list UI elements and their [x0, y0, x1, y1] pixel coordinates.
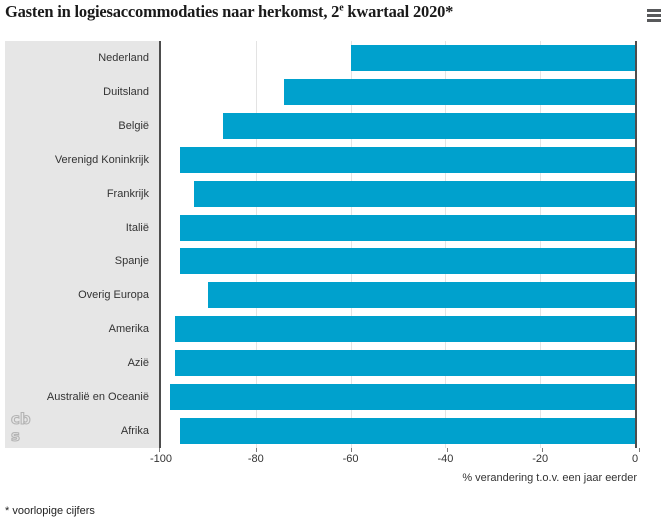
x-tick-label: -20 [532, 453, 549, 465]
tick-mark [255, 448, 257, 452]
bar-row [161, 312, 635, 346]
category-label: België [118, 119, 149, 132]
x-axis-title: % verandering t.o.v. een jaar eerder [462, 472, 637, 484]
x-tick-label: -60 [342, 453, 359, 465]
svg-text:cb: cb [11, 410, 31, 428]
chart-area: Nederland Duitsland België Verenigd Koninkr… [5, 41, 640, 452]
tick-mark [159, 448, 160, 452]
bar-row [161, 143, 635, 177]
bar-row [161, 346, 635, 380]
bar[interactable] [222, 112, 635, 139]
category-label: Spanje [114, 255, 149, 268]
category-label: Frankrijk [106, 187, 149, 200]
bar[interactable] [175, 350, 635, 377]
cbs-logo: cb s [10, 410, 31, 446]
bar-row [161, 414, 635, 448]
bar-row [161, 211, 635, 245]
bar[interactable] [179, 214, 635, 241]
bar[interactable] [350, 44, 635, 71]
footnote: * voorlopige cijfers [5, 505, 95, 517]
category-label: Verenigd Koninkrijk [54, 153, 149, 166]
bar[interactable] [170, 384, 635, 411]
category-panel: Nederland Duitsland België Verenigd Koninkr… [5, 41, 159, 448]
x-tick-label: -40 [437, 453, 454, 465]
bar-row [161, 177, 635, 211]
menu-bar [647, 9, 661, 12]
tick-mark [542, 448, 544, 452]
category-label: Amerika [108, 323, 149, 336]
bar[interactable] [208, 282, 635, 309]
bar[interactable] [194, 180, 635, 207]
x-tick-label: 0 [631, 453, 639, 465]
category-label: Nederland [98, 51, 149, 64]
x-tick-label: -100 [149, 453, 173, 465]
bar[interactable] [179, 146, 635, 173]
x-axis-tickmarks [159, 448, 640, 454]
bar-row [161, 278, 635, 312]
bar-rows [161, 41, 635, 448]
category-label: Italië [125, 221, 149, 234]
gridline [445, 41, 447, 448]
bar[interactable] [284, 78, 635, 105]
bar[interactable] [175, 316, 635, 343]
category-label: Afrika [120, 425, 149, 438]
hamburger-menu-icon[interactable] [647, 9, 661, 23]
bar[interactable] [179, 418, 635, 445]
menu-bar [647, 19, 661, 22]
x-axis: % verandering t.o.v. een jaar eerder -10… [150, 453, 639, 489]
bar-row [161, 75, 635, 109]
gridline [540, 41, 542, 448]
bar-row [161, 109, 635, 143]
page-title-text: Gasten in logiesaccommodaties naar herko… [5, 2, 340, 21]
menu-bar [647, 14, 661, 17]
gridline [255, 41, 257, 448]
page-title-suffix: kwartaal 2020* [343, 2, 454, 21]
plot-area [159, 41, 640, 452]
x-tick-label: -80 [247, 453, 264, 465]
bar[interactable] [179, 248, 635, 275]
bar-row [161, 380, 635, 414]
category-label: Australië en Oceanië [46, 391, 149, 404]
svg-text:s: s [11, 427, 20, 445]
page-title: Gasten in logiesaccommodaties naar herko… [5, 2, 453, 22]
category-label: Azië [127, 357, 149, 370]
title-superscript: e [339, 2, 344, 14]
gridline [350, 41, 352, 448]
grid-layer [161, 41, 635, 448]
category-label: Duitsland [103, 85, 149, 98]
category-label: Overig Europa [78, 289, 149, 302]
tick-mark [446, 448, 448, 452]
bar-row [161, 245, 635, 279]
tick-mark [639, 448, 640, 452]
bar-row [161, 41, 635, 75]
tick-mark [351, 448, 353, 452]
